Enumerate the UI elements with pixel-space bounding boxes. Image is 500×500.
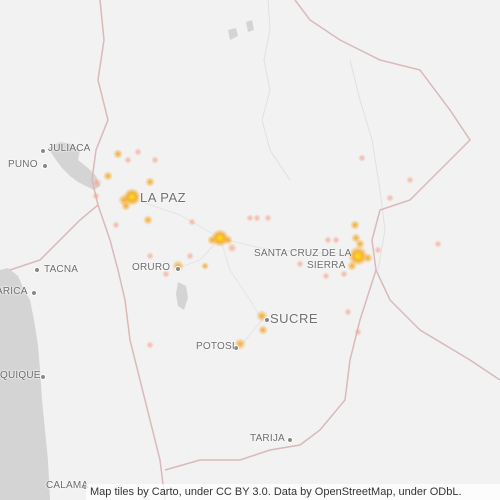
city-dot-tacna	[34, 267, 40, 273]
city-dot-juliaca	[40, 148, 46, 154]
heat-point	[146, 341, 154, 349]
heat-point	[124, 156, 132, 164]
heat-point	[121, 201, 131, 211]
heat-point	[103, 171, 113, 181]
lake-north-1	[228, 28, 238, 40]
city-label-sucre: SUCRE	[270, 311, 319, 326]
city-label-puno: PUNO	[8, 159, 38, 170]
heat-point	[386, 194, 394, 202]
heat-point	[324, 236, 332, 244]
heat-point	[227, 243, 237, 253]
heat-point	[347, 261, 357, 271]
heat-point	[143, 215, 153, 225]
border-chile-bolivia	[97, 204, 166, 500]
heat-point	[92, 178, 102, 188]
road-1	[129, 197, 361, 256]
heat-point	[201, 262, 209, 270]
heat-point	[322, 272, 330, 280]
border-bolivia-paraguay	[239, 269, 377, 461]
city-dot-tarija	[287, 437, 293, 443]
city-label-potosi: POTOSI	[196, 341, 235, 352]
city-label-tarija: TARIJA	[250, 433, 285, 444]
border-peru-bolivia	[9, 0, 109, 271]
river-2	[349, 59, 386, 271]
heat-point	[348, 246, 368, 266]
city-label-tacna: TACNA	[44, 264, 79, 275]
heat-point	[354, 328, 362, 336]
city-dot-oruro	[175, 266, 181, 272]
heat-point	[434, 240, 442, 248]
heat-point	[223, 235, 233, 245]
lake-north-2	[246, 20, 254, 32]
city-label-iquique: QUIQUE	[0, 370, 41, 381]
city-label-calama: CALAMA	[46, 480, 89, 491]
heat-point	[363, 253, 373, 263]
heat-point	[332, 236, 340, 244]
city-label-la-paz: LA PAZ	[140, 190, 187, 205]
heat-point	[113, 149, 123, 159]
border-argentina	[164, 459, 240, 471]
heat-point	[374, 246, 382, 254]
border-bolivia-brazil	[294, 0, 500, 381]
river-1	[261, 0, 291, 181]
heat-point	[151, 156, 159, 164]
city-label-santa-cruz-line1: SANTA CRUZ DE LA	[254, 248, 352, 259]
heat-point	[246, 214, 254, 222]
heat-point	[162, 270, 170, 278]
city-label-juliaca: JULIACA	[48, 143, 91, 154]
heat-point	[296, 260, 304, 268]
heat-point	[358, 154, 366, 162]
city-label-santa-cruz: SANTA CRUZ DE LA SIERRA	[254, 248, 351, 272]
heat-point	[355, 239, 365, 249]
lake-titicaca	[48, 142, 100, 190]
city-dot-arica	[31, 290, 37, 296]
heat-point	[188, 218, 196, 226]
city-label-oruro: ORURO	[132, 262, 171, 273]
lake-poopo	[176, 282, 188, 310]
city-label-santa-cruz-line2: SIERRA	[307, 260, 346, 271]
road-3	[177, 237, 221, 269]
heat-point	[92, 192, 100, 200]
pacific-ocean	[0, 268, 50, 500]
heat-point	[134, 148, 142, 156]
heat-point	[340, 270, 348, 278]
heat-point	[253, 214, 261, 222]
heat-point	[186, 252, 194, 260]
heat-point	[264, 214, 272, 222]
city-dot-potosi	[233, 345, 239, 351]
city-dot-iquique	[40, 374, 46, 380]
city-dot-puno	[42, 163, 48, 169]
heat-point	[145, 177, 155, 187]
heat-point	[406, 176, 414, 184]
city-dot-sucre	[264, 317, 270, 323]
heat-point	[344, 308, 352, 316]
road-2	[219, 237, 263, 345]
map-attribution[interactable]: Map tiles by Carto, under CC BY 3.0. Dat…	[86, 484, 500, 500]
heat-point	[146, 252, 154, 260]
heat-point	[350, 220, 360, 230]
heat-point	[112, 221, 120, 229]
heat-point	[207, 235, 217, 245]
heat-point	[258, 325, 268, 335]
